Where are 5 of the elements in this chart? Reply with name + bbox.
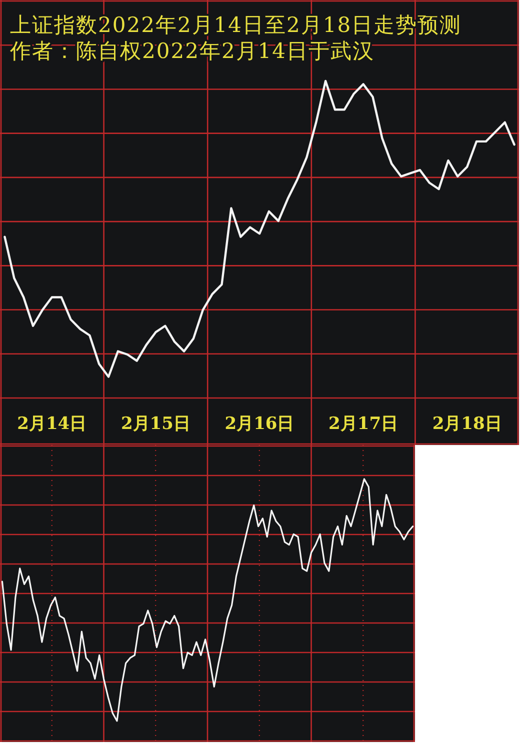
x-tick-label: 2月16日 xyxy=(224,414,294,434)
x-tick-label: 2月18日 xyxy=(432,414,502,434)
x-tick-label: 2月14日 xyxy=(17,414,87,434)
x-tick-label: 2月15日 xyxy=(120,414,190,434)
x-tick-label: 2月17日 xyxy=(328,414,398,434)
